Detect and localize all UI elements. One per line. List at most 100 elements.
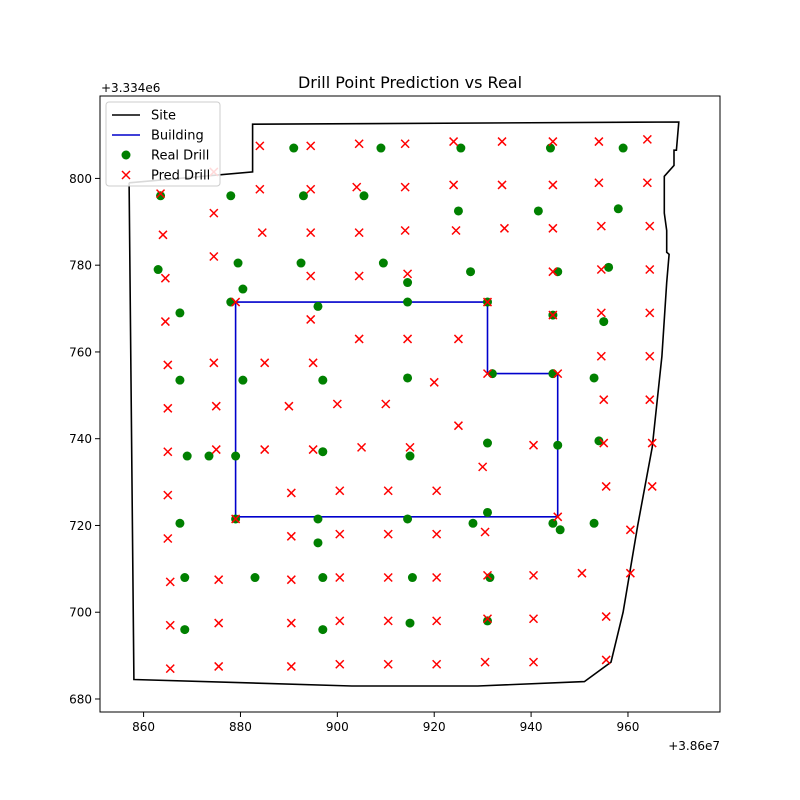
real-drill-point-35 — [182, 451, 192, 461]
pred-drill-point-107 — [432, 616, 442, 626]
plot-content — [128, 121, 680, 687]
pred-drill-point-83 — [601, 481, 611, 491]
x-tick-label-860: 860 — [132, 720, 155, 734]
pred-drill-point-8 — [642, 134, 652, 144]
x-tick-label-880: 880 — [229, 720, 252, 734]
pred-drill-point-61 — [381, 399, 391, 409]
real-drill-point-28 — [175, 375, 185, 385]
pred-drill-point-40 — [231, 297, 241, 307]
pred-drill-point-118 — [528, 657, 539, 667]
pred-drill-point-25 — [400, 225, 410, 236]
pred-drill-point-52 — [453, 334, 463, 344]
pred-drill-point-20 — [158, 230, 168, 240]
pred-drill-point-88 — [383, 529, 393, 539]
pred-drill-point-11 — [255, 184, 265, 194]
pred-drill-point-102 — [165, 620, 175, 630]
pred-drill-point-9 — [156, 189, 166, 199]
real-drill-point-53 — [180, 573, 190, 583]
pred-drill-point-89 — [432, 529, 442, 539]
pred-drill-point-55 — [596, 351, 606, 361]
pred-drill-point-38 — [645, 264, 655, 275]
pred-drill-point-21 — [209, 208, 219, 218]
pred-drill-point-54 — [553, 369, 563, 379]
pred-drill-point-17 — [548, 180, 558, 190]
pred-drill-point-62 — [429, 377, 439, 387]
real-drill-point-17 — [553, 267, 563, 277]
pred-drill-point-43 — [548, 310, 558, 320]
pred-drill-point-15 — [449, 180, 459, 190]
real-drill-point-6 — [226, 191, 236, 201]
site-outline — [128, 121, 680, 687]
pred-drill-point-27 — [499, 223, 509, 233]
legend: Site Building Real Drill Pred Drill — [105, 101, 221, 187]
pred-drill-point-86 — [286, 531, 296, 541]
pred-drill-point-87 — [335, 529, 345, 539]
pred-drill-point-111 — [165, 664, 175, 674]
pred-drill-point-41 — [306, 314, 316, 324]
pred-drill-point-7 — [594, 137, 604, 147]
plot-area — [128, 121, 680, 687]
real-drill-point-13 — [233, 258, 243, 268]
pred-drill-point-105 — [335, 616, 345, 626]
pred-drill-point-67 — [260, 445, 270, 455]
y-tick-label-700: 700 — [69, 606, 92, 620]
pred-drill-point-14 — [400, 182, 410, 192]
real-drill-point-7 — [298, 191, 308, 201]
pred-drill-point-80 — [432, 486, 442, 496]
pred-drill-point-82 — [553, 512, 563, 522]
pred-drill-point-103 — [214, 618, 224, 628]
real-drill-point-22 — [313, 301, 323, 311]
real-drill-point-58 — [180, 625, 190, 635]
legend-real-drill-swatch — [121, 150, 131, 160]
real-drill-point-49 — [548, 518, 558, 528]
pred-drill-point-97 — [432, 572, 442, 583]
pred-drill-point-57 — [163, 403, 173, 413]
pred-drill-point-110 — [601, 612, 611, 622]
pred-drill-point-44 — [596, 308, 606, 318]
pred-drill-point-68 — [308, 445, 318, 455]
pred-drill-point-75 — [647, 438, 657, 448]
pred-drill-point-84 — [647, 481, 657, 491]
pred-drill-point-30 — [645, 221, 655, 231]
pred-drill-point-32 — [209, 251, 219, 262]
pred-drill-point-101 — [625, 568, 635, 578]
legend-pred-drill-label: Pred Drill — [151, 169, 210, 184]
pred-drill-point-29 — [596, 221, 606, 231]
axes-frame — [99, 95, 721, 713]
pred-drill-point-39 — [160, 317, 170, 327]
real-drill-point-10 — [533, 206, 543, 216]
pred-drill-point-91 — [625, 525, 635, 535]
real-drill-point-37 — [231, 451, 241, 461]
real-drill-point-38 — [318, 447, 328, 457]
pred-drill-point-63 — [599, 395, 609, 405]
real-drill-point-23 — [403, 297, 413, 307]
real-drill-point-55 — [318, 573, 328, 583]
legend-site-label: Site — [151, 109, 176, 124]
pred-drill-point-49 — [308, 358, 318, 368]
y-tick-label-800: 800 — [69, 172, 92, 186]
pred-drill-point-96 — [383, 572, 393, 583]
x-tick-label-920: 920 — [423, 720, 446, 734]
real-drill-point-61 — [483, 616, 492, 626]
pred-drill-point-6 — [548, 137, 558, 147]
pred-drill-point-70 — [405, 442, 415, 452]
pred-drill-point-95 — [335, 572, 345, 583]
x-tick-label-940: 940 — [520, 720, 543, 734]
real-drill-point-48 — [483, 507, 492, 517]
legend-box — [105, 101, 221, 187]
real-drill-point-1 — [376, 143, 386, 153]
real-drill-point-31 — [403, 373, 413, 383]
real-drill-point-56 — [407, 573, 417, 583]
real-drill-point-14 — [296, 258, 306, 268]
pred-drill-point-90 — [480, 527, 490, 537]
pred-drill-point-85 — [163, 533, 173, 544]
pred-drill-point-94 — [286, 575, 296, 585]
y-tick-label-720: 720 — [69, 519, 92, 533]
pred-drill-point-24 — [354, 228, 364, 238]
pred-drill-point-48 — [260, 358, 270, 368]
real-drill-point-15 — [378, 258, 388, 268]
pred-drill-point-115 — [383, 659, 393, 669]
real-drill-point-27 — [599, 317, 609, 327]
real-drill-point-52 — [313, 538, 323, 548]
pred-drill-point-108 — [482, 614, 493, 624]
